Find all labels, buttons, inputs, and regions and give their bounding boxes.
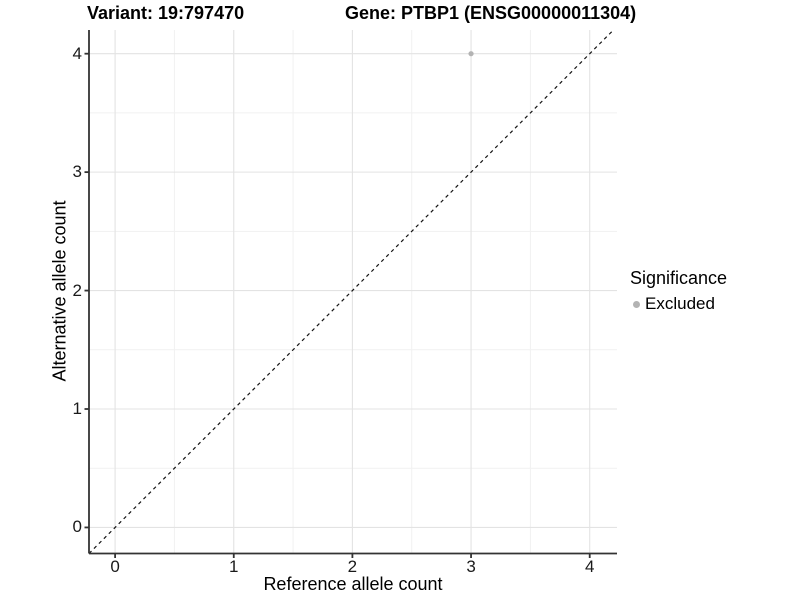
data-point-excluded [468,51,474,57]
x-tick-label: 3 [466,557,476,576]
plot-title-gene: Gene: PTBP1 (ENSG00000011304) [345,3,637,23]
y-axis-title: Alternative allele count [49,200,70,382]
x-tick-label: 0 [110,557,120,576]
legend: Significance Excluded [630,268,727,314]
x-axis-title: Reference allele count [263,574,443,594]
y-tick-label: 0 [72,517,82,537]
x-tick-label: 4 [584,557,595,576]
legend-item-label: Excluded [645,294,715,313]
x-tick-label: 1 [229,557,239,576]
x-tick-label: 2 [347,557,358,576]
y-tick-label: 3 [72,162,82,182]
y-tick-label: 2 [72,280,82,300]
legend-point-icon [633,300,640,308]
identity-reference-line [88,29,614,554]
legend-item-excluded: Excluded [630,294,727,314]
y-tick-label: 4 [72,43,82,63]
y-tick-label: 1 [72,399,82,418]
legend-title: Significance [630,268,728,288]
plot-title-variant: Variant: 19:797470 [87,3,245,23]
